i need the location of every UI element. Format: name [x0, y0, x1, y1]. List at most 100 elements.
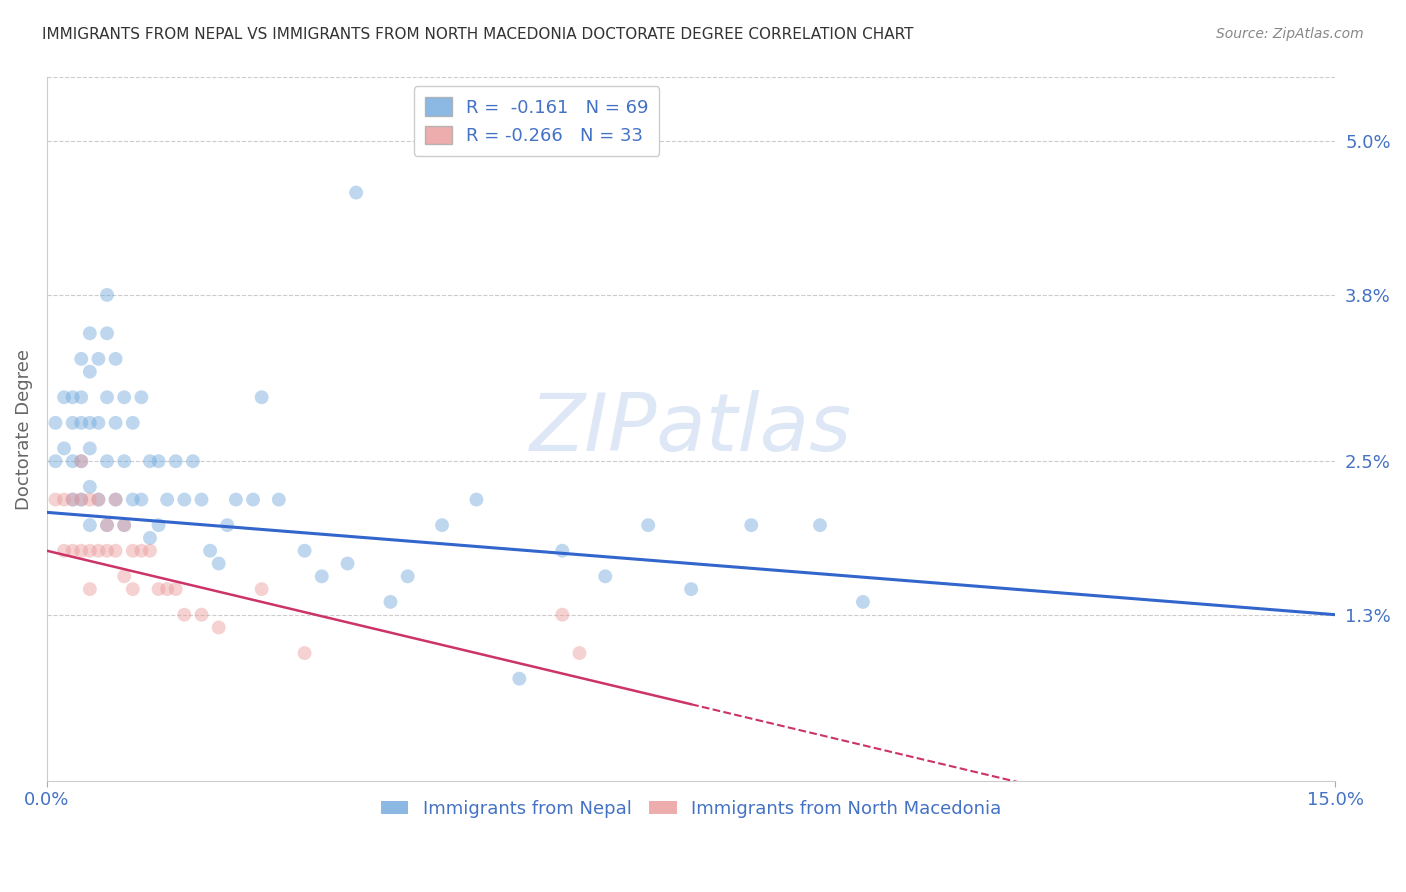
Point [148, 582, 170, 596]
Point [96, 518, 118, 533]
Point [267, 492, 290, 507]
Point [62, 454, 84, 468]
Point [225, 492, 247, 507]
Point [53, 492, 76, 507]
Point [87, 416, 110, 430]
Point [104, 543, 127, 558]
Point [79, 416, 101, 430]
Point [79, 518, 101, 533]
Point [121, 416, 143, 430]
Point [217, 518, 239, 533]
Point [380, 595, 402, 609]
Point [121, 492, 143, 507]
Point [121, 543, 143, 558]
Point [87, 351, 110, 366]
Point [53, 543, 76, 558]
Point [70, 492, 93, 507]
Point [112, 390, 135, 404]
Point [96, 454, 118, 468]
Point [740, 518, 762, 533]
Point [156, 582, 179, 596]
Point [173, 607, 195, 622]
Point [148, 518, 170, 533]
Text: IMMIGRANTS FROM NEPAL VS IMMIGRANTS FROM NORTH MACEDONIA DOCTORATE DEGREE CORREL: IMMIGRANTS FROM NEPAL VS IMMIGRANTS FROM… [42, 27, 914, 42]
Text: Source: ZipAtlas.com: Source: ZipAtlas.com [1216, 27, 1364, 41]
Point [87, 543, 110, 558]
Legend: Immigrants from Nepal, Immigrants from North Macedonia: Immigrants from Nepal, Immigrants from N… [374, 792, 1008, 825]
Point [44, 492, 66, 507]
Point [79, 543, 101, 558]
Point [79, 582, 101, 596]
Point [294, 646, 316, 660]
Point [250, 390, 273, 404]
Point [104, 351, 127, 366]
Point [208, 557, 231, 571]
Point [112, 518, 135, 533]
Point [294, 543, 316, 558]
Point [79, 442, 101, 456]
Point [465, 492, 488, 507]
Point [96, 326, 118, 341]
Point [681, 582, 703, 596]
Point [208, 620, 231, 634]
Point [551, 543, 574, 558]
Point [808, 518, 831, 533]
Point [79, 365, 101, 379]
Point [79, 326, 101, 341]
Point [44, 454, 66, 468]
Point [156, 492, 179, 507]
Point [311, 569, 333, 583]
Point [190, 492, 212, 507]
Point [551, 607, 574, 622]
Point [104, 492, 127, 507]
Point [139, 531, 162, 545]
Point [637, 518, 659, 533]
Point [70, 454, 93, 468]
Point [508, 672, 530, 686]
Point [62, 492, 84, 507]
Text: ZIPatlas: ZIPatlas [530, 390, 852, 468]
Point [96, 288, 118, 302]
Point [198, 543, 221, 558]
Point [148, 454, 170, 468]
Point [396, 569, 419, 583]
Point [70, 492, 93, 507]
Point [344, 186, 367, 200]
Point [79, 492, 101, 507]
Point [121, 582, 143, 596]
Point [53, 390, 76, 404]
Point [131, 492, 153, 507]
Point [139, 543, 162, 558]
Point [165, 582, 187, 596]
Point [131, 390, 153, 404]
Point [70, 454, 93, 468]
Point [568, 646, 591, 660]
Point [62, 390, 84, 404]
Point [173, 492, 195, 507]
Point [131, 543, 153, 558]
Point [165, 454, 187, 468]
Y-axis label: Doctorate Degree: Doctorate Degree [15, 349, 32, 509]
Point [112, 569, 135, 583]
Point [70, 416, 93, 430]
Point [104, 492, 127, 507]
Point [250, 582, 273, 596]
Point [181, 454, 204, 468]
Point [62, 492, 84, 507]
Point [430, 518, 453, 533]
Point [336, 557, 359, 571]
Point [112, 518, 135, 533]
Point [190, 607, 212, 622]
Point [852, 595, 875, 609]
Point [96, 518, 118, 533]
Point [139, 454, 162, 468]
Point [79, 480, 101, 494]
Point [593, 569, 616, 583]
Point [96, 543, 118, 558]
Point [87, 492, 110, 507]
Point [112, 454, 135, 468]
Point [62, 543, 84, 558]
Point [62, 416, 84, 430]
Point [44, 416, 66, 430]
Point [242, 492, 264, 507]
